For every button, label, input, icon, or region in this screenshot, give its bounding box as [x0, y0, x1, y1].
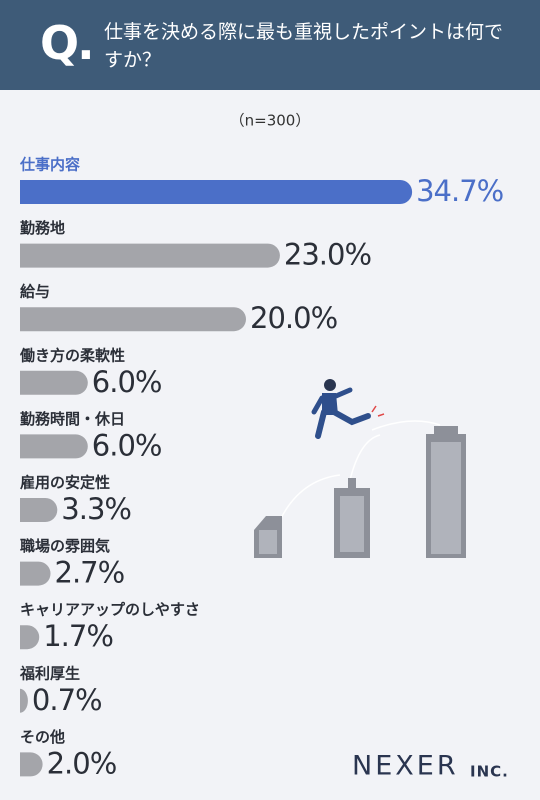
category-label: 職場の雰囲気	[20, 537, 110, 555]
value-label: 34.7%	[416, 174, 503, 208]
category-label: 給与	[20, 283, 50, 301]
category-label: その他	[20, 728, 65, 746]
header: Q. 仕事を決める際に最も重視したポイントは何ですか？	[0, 0, 540, 90]
bar	[20, 307, 246, 332]
bar	[20, 625, 40, 650]
bar	[20, 561, 51, 586]
category-label: キャリアアップのしやすさ	[20, 601, 200, 619]
category-label: 働き方の柔軟性	[19, 346, 125, 364]
logo: NEXER	[352, 751, 459, 782]
bar	[20, 498, 58, 522]
bar	[20, 752, 43, 777]
value-label: 23.0%	[284, 238, 371, 272]
bar	[20, 370, 88, 395]
category-label: 福利厚生	[19, 664, 80, 682]
logo-suffix: INC.	[470, 763, 509, 781]
value-label: 2.0%	[47, 746, 117, 780]
value-label: 1.7%	[43, 619, 113, 653]
value-label: 6.0%	[92, 428, 162, 462]
bar	[20, 688, 28, 713]
category-label: 勤務地	[20, 219, 65, 237]
value-label: 6.0%	[92, 365, 162, 399]
value-label: 3.3%	[61, 492, 131, 526]
value-label: 0.7%	[32, 683, 102, 717]
value-label: 2.7%	[55, 556, 125, 590]
category-label: 雇用の安定性	[20, 474, 110, 492]
value-label: 20.0%	[250, 301, 337, 335]
bar	[20, 434, 88, 459]
category-label: 勤務時間・休日	[20, 410, 125, 428]
subtitle: （n=300）	[230, 112, 311, 130]
category-label: 仕事内容	[19, 156, 80, 174]
chart-title: 仕事を決める際に最も重視したポイントは何ですか？	[104, 21, 504, 71]
bar	[20, 180, 413, 204]
chart: （n=300） NEXER INC. 仕事内容 34.7% 勤務地 23.0% 給与 20…	[19, 112, 509, 782]
illustration	[254, 379, 466, 558]
bar	[20, 243, 280, 268]
q-label: Q.	[40, 16, 95, 70]
